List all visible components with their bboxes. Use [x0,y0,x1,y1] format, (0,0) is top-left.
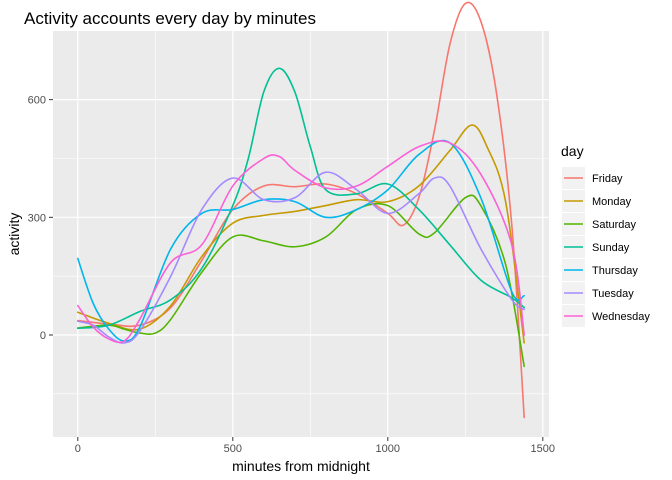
legend-item-friday: Friday [562,167,623,189]
chart-title: Activity accounts every day by minutes [24,9,316,28]
y-tick-label: 300 [28,212,46,224]
x-tick-label: 1500 [531,443,555,455]
legend-title: day [561,143,584,159]
x-tick-label: 0 [75,443,81,455]
x-axis-title: minutes from midnight [232,458,370,474]
y-axis: 0 300 600 [28,95,53,342]
legend-item-saturday: Saturday [562,213,637,235]
legend-label: Thursday [592,265,638,277]
series-line-friday [77,1,525,419]
legend-item-thursday: Thursday [562,259,638,281]
legend: day Friday Monday Saturday Sunday Thursday Tu… [561,143,650,327]
series-line-sunday [77,67,525,330]
legend-label: Monday [592,196,632,208]
x-tick-label: 500 [224,443,242,455]
legend-label: Saturday [592,219,637,231]
plot-panel [53,31,549,437]
series-lines [77,1,525,419]
legend-label: Tuesday [592,288,634,300]
legend-label: Wednesday [592,311,650,323]
legend-label: Sunday [592,242,630,254]
legend-label: Friday [592,173,623,185]
series-line-wednesday [77,140,525,344]
y-axis-title: activity [6,213,22,256]
series-line-monday [77,124,525,344]
series-line-tuesday [77,171,525,344]
minor-gridlines [53,31,549,437]
legend-item-sunday: Sunday [562,236,630,258]
legend-item-tuesday: Tuesday [562,282,634,304]
legend-item-monday: Monday [562,190,632,212]
x-tick-label: 1000 [376,443,400,455]
y-tick-label: 600 [28,95,46,107]
legend-item-wednesday: Wednesday [562,305,650,327]
series-line-saturday [77,194,525,368]
y-tick-label: 0 [40,330,46,342]
x-axis: 0 500 1000 1500 [75,437,555,455]
